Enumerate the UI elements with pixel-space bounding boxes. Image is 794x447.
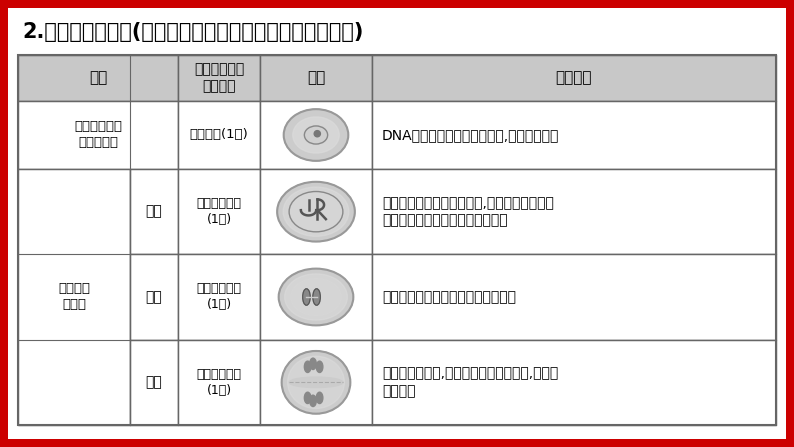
Ellipse shape <box>279 269 353 325</box>
Text: 中期: 中期 <box>145 290 163 304</box>
Text: 初级精母细胞
(1个): 初级精母细胞 (1个) <box>196 197 241 226</box>
Bar <box>372 101 776 169</box>
Bar <box>372 254 776 340</box>
Bar <box>178 101 260 169</box>
Text: 同源染色体成对排列在赤道板位置上: 同源染色体成对排列在赤道板位置上 <box>382 290 516 304</box>
Ellipse shape <box>303 289 310 305</box>
Bar <box>178 169 260 254</box>
Ellipse shape <box>316 361 323 372</box>
Bar <box>260 169 372 254</box>
Text: 初级精母细胞
(1个): 初级精母细胞 (1个) <box>196 283 241 312</box>
Text: 同源染色体联会形成四分体,四分体中的非姐妹
染色单体间可能发生部分交叉互换: 同源染色体联会形成四分体,四分体中的非姐妹 染色单体间可能发生部分交叉互换 <box>382 196 554 228</box>
Ellipse shape <box>277 182 355 241</box>
Bar <box>372 340 776 425</box>
Bar <box>130 169 178 254</box>
Bar <box>260 340 372 425</box>
Ellipse shape <box>310 358 316 370</box>
Ellipse shape <box>284 274 347 320</box>
Text: 2.减数分裂的过程(以二倍体雄性生物精子的形成过程为例): 2.减数分裂的过程(以二倍体雄性生物精子的形成过程为例) <box>22 22 364 42</box>
Ellipse shape <box>316 392 323 404</box>
Ellipse shape <box>289 191 343 232</box>
Bar <box>372 55 776 101</box>
Text: 时期: 时期 <box>89 71 107 85</box>
Bar <box>18 101 178 169</box>
Ellipse shape <box>283 109 349 161</box>
Ellipse shape <box>291 278 341 316</box>
Text: 图像: 图像 <box>306 71 325 85</box>
Text: 减数第一
次分裂: 减数第一 次分裂 <box>58 283 90 312</box>
Bar <box>260 101 372 169</box>
Bar <box>178 254 260 340</box>
Bar <box>178 340 260 425</box>
Ellipse shape <box>287 356 345 409</box>
Ellipse shape <box>313 289 320 305</box>
Text: 细胞或形成细
胞的名称: 细胞或形成细 胞的名称 <box>194 62 244 94</box>
Bar <box>372 169 776 254</box>
Bar <box>130 254 178 340</box>
Text: 精原细胞(1个): 精原细胞(1个) <box>190 128 249 142</box>
Bar <box>18 55 178 101</box>
Ellipse shape <box>310 395 316 406</box>
Ellipse shape <box>304 126 328 144</box>
Text: 减数第一次分
裂前的间期: 减数第一次分 裂前的间期 <box>74 121 122 149</box>
Bar <box>260 55 372 101</box>
Ellipse shape <box>304 361 311 372</box>
Text: 同源染色体分离,非同源染色体自由组合,并移向
细胞两极: 同源染色体分离,非同源染色体自由组合,并移向 细胞两极 <box>382 367 558 398</box>
Bar <box>18 55 776 425</box>
Circle shape <box>314 131 321 137</box>
Ellipse shape <box>283 187 349 236</box>
Bar <box>178 55 260 101</box>
Bar <box>18 169 130 425</box>
Ellipse shape <box>289 377 343 388</box>
Bar <box>260 254 372 340</box>
Text: 前期: 前期 <box>145 205 163 219</box>
Text: 后期: 后期 <box>145 375 163 389</box>
Ellipse shape <box>287 111 345 159</box>
Text: DNA复制、有关蛋白质的合成,细胞体积增大: DNA复制、有关蛋白质的合成,细胞体积增大 <box>382 128 560 142</box>
Ellipse shape <box>293 117 339 153</box>
Ellipse shape <box>282 351 350 413</box>
Text: 主要特征: 主要特征 <box>556 71 592 85</box>
Text: 初级精母细胞
(1个): 初级精母细胞 (1个) <box>196 368 241 397</box>
Ellipse shape <box>304 392 311 404</box>
Bar <box>130 340 178 425</box>
